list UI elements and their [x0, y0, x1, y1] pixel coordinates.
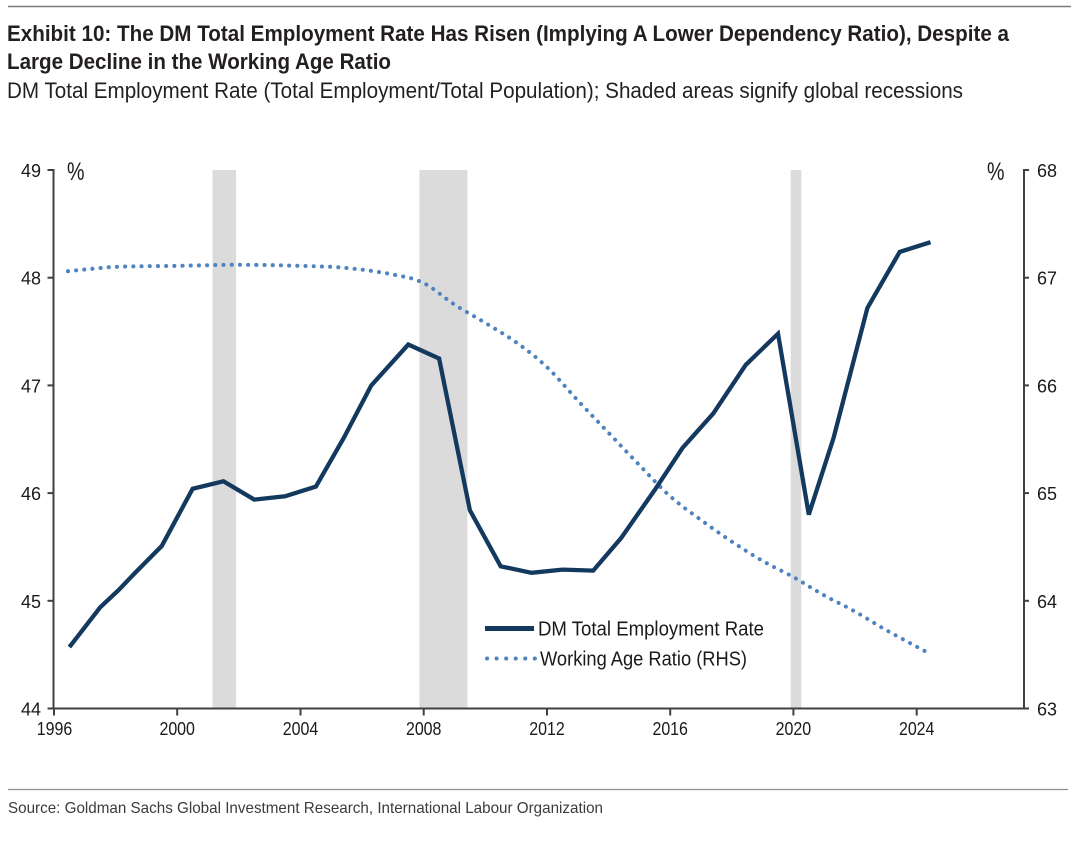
svg-text:Exhibit 10: The DM Total Emplo: Exhibit 10: The DM Total Employment Rate… [7, 21, 1010, 46]
svg-text:49: 49 [21, 161, 41, 181]
svg-text:1996: 1996 [37, 719, 73, 739]
svg-text:45: 45 [21, 592, 41, 612]
svg-text:47: 47 [21, 376, 41, 396]
svg-text:44: 44 [21, 700, 41, 720]
svg-text:65: 65 [1037, 484, 1057, 504]
svg-text:67: 67 [1037, 269, 1057, 289]
svg-text:48: 48 [21, 269, 41, 289]
svg-text:2004: 2004 [283, 719, 319, 739]
svg-text:%: % [987, 158, 1005, 186]
svg-text:Working Age Ratio (RHS): Working Age Ratio (RHS) [540, 648, 747, 670]
svg-text:Large Decline in the Working A: Large Decline in the Working Age Ratio [7, 49, 391, 74]
svg-text:64: 64 [1037, 592, 1057, 612]
svg-text:2000: 2000 [159, 719, 195, 739]
svg-text:DM Total Employment Rate: DM Total Employment Rate [538, 618, 764, 640]
svg-text:46: 46 [21, 484, 41, 504]
svg-text:2020: 2020 [776, 719, 812, 739]
svg-text:2024: 2024 [899, 719, 935, 739]
svg-text:DM Total Employment Rate (Tota: DM Total Employment Rate (Total Employme… [7, 78, 963, 103]
svg-text:2012: 2012 [529, 719, 565, 739]
svg-text:2008: 2008 [406, 719, 442, 739]
svg-text:63: 63 [1037, 700, 1057, 720]
svg-text:2016: 2016 [652, 719, 688, 739]
svg-text:%: % [67, 158, 85, 186]
svg-text:68: 68 [1037, 161, 1057, 181]
svg-text:66: 66 [1037, 376, 1057, 396]
svg-text:Source: Goldman Sachs Global I: Source: Goldman Sachs Global Investment … [8, 800, 603, 817]
